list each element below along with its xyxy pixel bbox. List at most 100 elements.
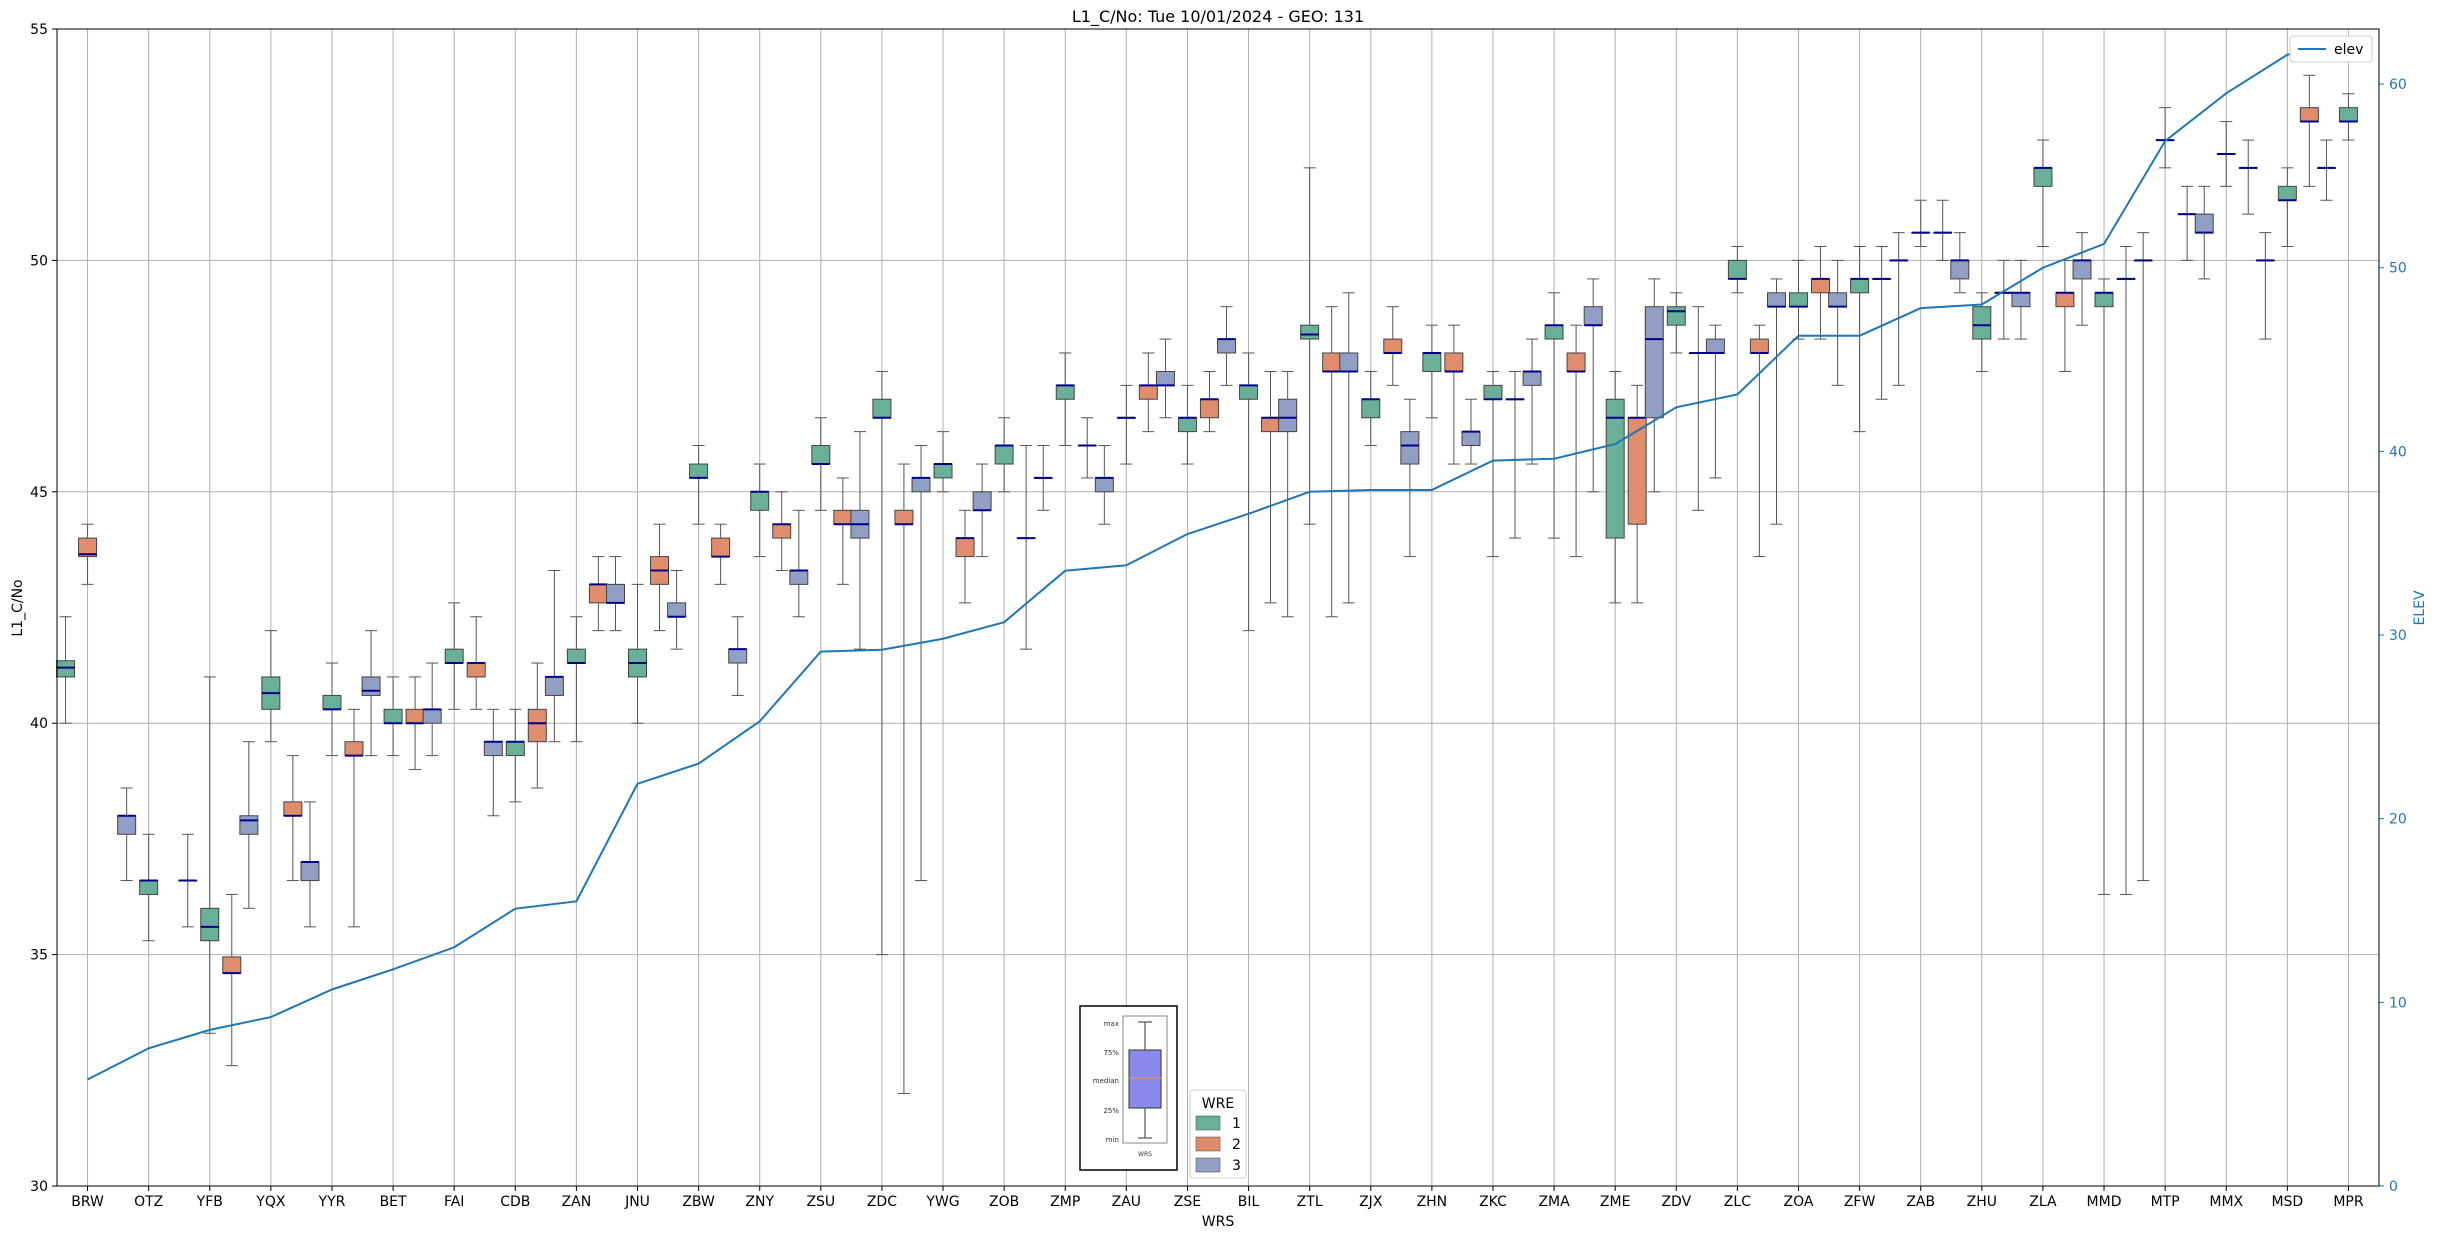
box-plot-ztl-wre-3	[1278, 370, 1298, 618]
inset-label: min	[1106, 1136, 1119, 1144]
box-plot-zlc-wre-3	[1705, 324, 1725, 479]
iqr-box	[361, 676, 381, 696]
box-plot-zlc-wre-2	[1749, 324, 1769, 558]
wre-legend-swatch-2	[1195, 1136, 1221, 1152]
box-plot-zla-wre-2	[2055, 259, 2075, 372]
grid-layer	[57, 28, 2379, 1187]
x-tick-label: ZLA	[2029, 1194, 2057, 1210]
x-tick-label: FAI	[444, 1194, 464, 1210]
axis-layer: 30 35 40 45 50 55 0 10 20 30 40 50 60 BRW OTZ YFB YQX YYR…	[30, 22, 2407, 1210]
box-plot-zob-wre-2	[1016, 445, 1036, 650]
iqr-box	[750, 491, 770, 511]
iqr-box	[2055, 292, 2075, 308]
inset-label: median	[1093, 1077, 1119, 1085]
box-plot-zkc-wre-3	[1461, 398, 1481, 465]
iqr-box	[1055, 384, 1075, 400]
iqr-box	[239, 815, 259, 835]
iqr-box	[1727, 259, 1747, 280]
iqr-box	[527, 708, 547, 743]
iqr-box	[1749, 338, 1769, 354]
box-plot-yyr-wre-3	[300, 801, 320, 928]
x-tick-label: ZBW	[682, 1194, 715, 1210]
iqr-box	[955, 537, 975, 558]
x-axis-label: WRS	[1202, 1214, 1235, 1230]
iqr-box	[1522, 370, 1542, 386]
box-plot-mmd-wre-1	[2094, 278, 2114, 895]
iqr-box	[2277, 185, 2297, 201]
x-tick-label: ZNY	[745, 1194, 774, 1210]
iqr-box	[1155, 370, 1175, 386]
y-axis-label: L1_C/No	[10, 579, 26, 636]
box-plot-zdv-wre-2	[1688, 306, 1708, 511]
wre-legend: WRE 1 2 3	[1189, 1089, 1247, 1179]
box-plot-ywg-wre-3	[911, 445, 931, 882]
chart-title: L1_C/No: Tue 10/01/2024 - GEO: 131	[1072, 7, 1364, 27]
box-plot-zbw-wre-3	[667, 569, 687, 650]
iqr-box	[322, 694, 342, 710]
iqr-box	[200, 907, 220, 942]
iqr-box	[78, 537, 98, 558]
iqr-box	[606, 583, 625, 604]
x-tick-label: ZFW	[1844, 1194, 1876, 1210]
y-tick-label: 35	[30, 948, 48, 964]
box-plot-zse-wre-2	[1199, 370, 1219, 433]
box-plot-zan-wre-1	[566, 616, 586, 743]
iqr-box	[383, 708, 403, 724]
box-plot-cdb-wre-2	[527, 662, 547, 789]
iqr-box	[2194, 213, 2214, 234]
iqr-box	[972, 491, 992, 511]
iqr-box	[139, 880, 159, 895]
box-plot-zmp-wre-1	[1055, 352, 1075, 447]
iqr-box	[505, 741, 525, 757]
wre-legend-swatch-3	[1195, 1157, 1221, 1173]
y-tick-label: 55	[30, 22, 48, 38]
y-right-tick-label: 20	[2389, 812, 2407, 828]
iqr-box	[1199, 398, 1219, 419]
iqr-box	[1483, 384, 1503, 400]
box-plot-zjx-wre-1	[1361, 370, 1381, 447]
box-plot-zla-wre-1	[2033, 139, 2053, 248]
iqr-box	[994, 445, 1014, 465]
x-tick-label: MMD	[2087, 1194, 2122, 1210]
wre-legend-label-3: 3	[1232, 1158, 1241, 1174]
box-plot-zjx-wre-2	[1383, 306, 1403, 386]
iqr-box	[933, 463, 953, 479]
wre-legend-title: WRE	[1202, 1096, 1234, 1112]
iqr-box	[466, 662, 486, 678]
iqr-box	[1322, 352, 1342, 372]
box-plot-zme-wre-1	[1605, 370, 1625, 604]
inset-box	[1128, 1049, 1162, 1109]
box-plot-yqx-wre-3	[239, 741, 259, 909]
iqr-box	[2072, 259, 2092, 280]
y-tick-label: 40	[30, 716, 48, 732]
iqr-box	[222, 956, 242, 974]
y-right-tick-label: 30	[2389, 628, 2407, 644]
box-plot-zoa-wre-3	[1767, 278, 1786, 525]
box-plot-zau-wre-1	[1116, 384, 1136, 465]
box-anatomy-inset: max 75% median 25% min WRS	[1079, 1005, 1178, 1171]
box-plot-mpr-wre-3	[2316, 139, 2336, 201]
iqr-box	[667, 602, 687, 618]
box-plot-yqx-wre-2	[283, 755, 303, 882]
box-plot-zob-wre-1	[994, 417, 1014, 493]
box-plot-ywg-wre-1	[933, 431, 953, 493]
inset-label: 75%	[1103, 1049, 1119, 1057]
iqr-box	[789, 569, 809, 585]
x-tick-label: YYR	[318, 1194, 346, 1210]
x-tick-label: ZTL	[1297, 1194, 1323, 1210]
iqr-box	[405, 708, 425, 724]
iqr-box	[772, 523, 792, 539]
box-plot-mmd-wre-2	[2116, 246, 2136, 895]
elev-line	[87, 42, 2349, 1081]
box-plot-zau-wre-2	[1138, 352, 1158, 433]
x-tick-label: ZHU	[1967, 1194, 1997, 1210]
iqr-box	[300, 861, 320, 882]
x-tick-label: ZAN	[562, 1194, 592, 1210]
iqr-box	[689, 463, 709, 479]
box-plot-zme-wre-2	[1627, 384, 1647, 604]
box-plot-zau-wre-3	[1094, 445, 1114, 525]
box-plot-brw-wre-1	[56, 616, 76, 724]
iqr-box	[444, 648, 464, 664]
box-plot-yfb-wre-3	[178, 833, 198, 928]
iqr-box	[1811, 278, 1830, 294]
